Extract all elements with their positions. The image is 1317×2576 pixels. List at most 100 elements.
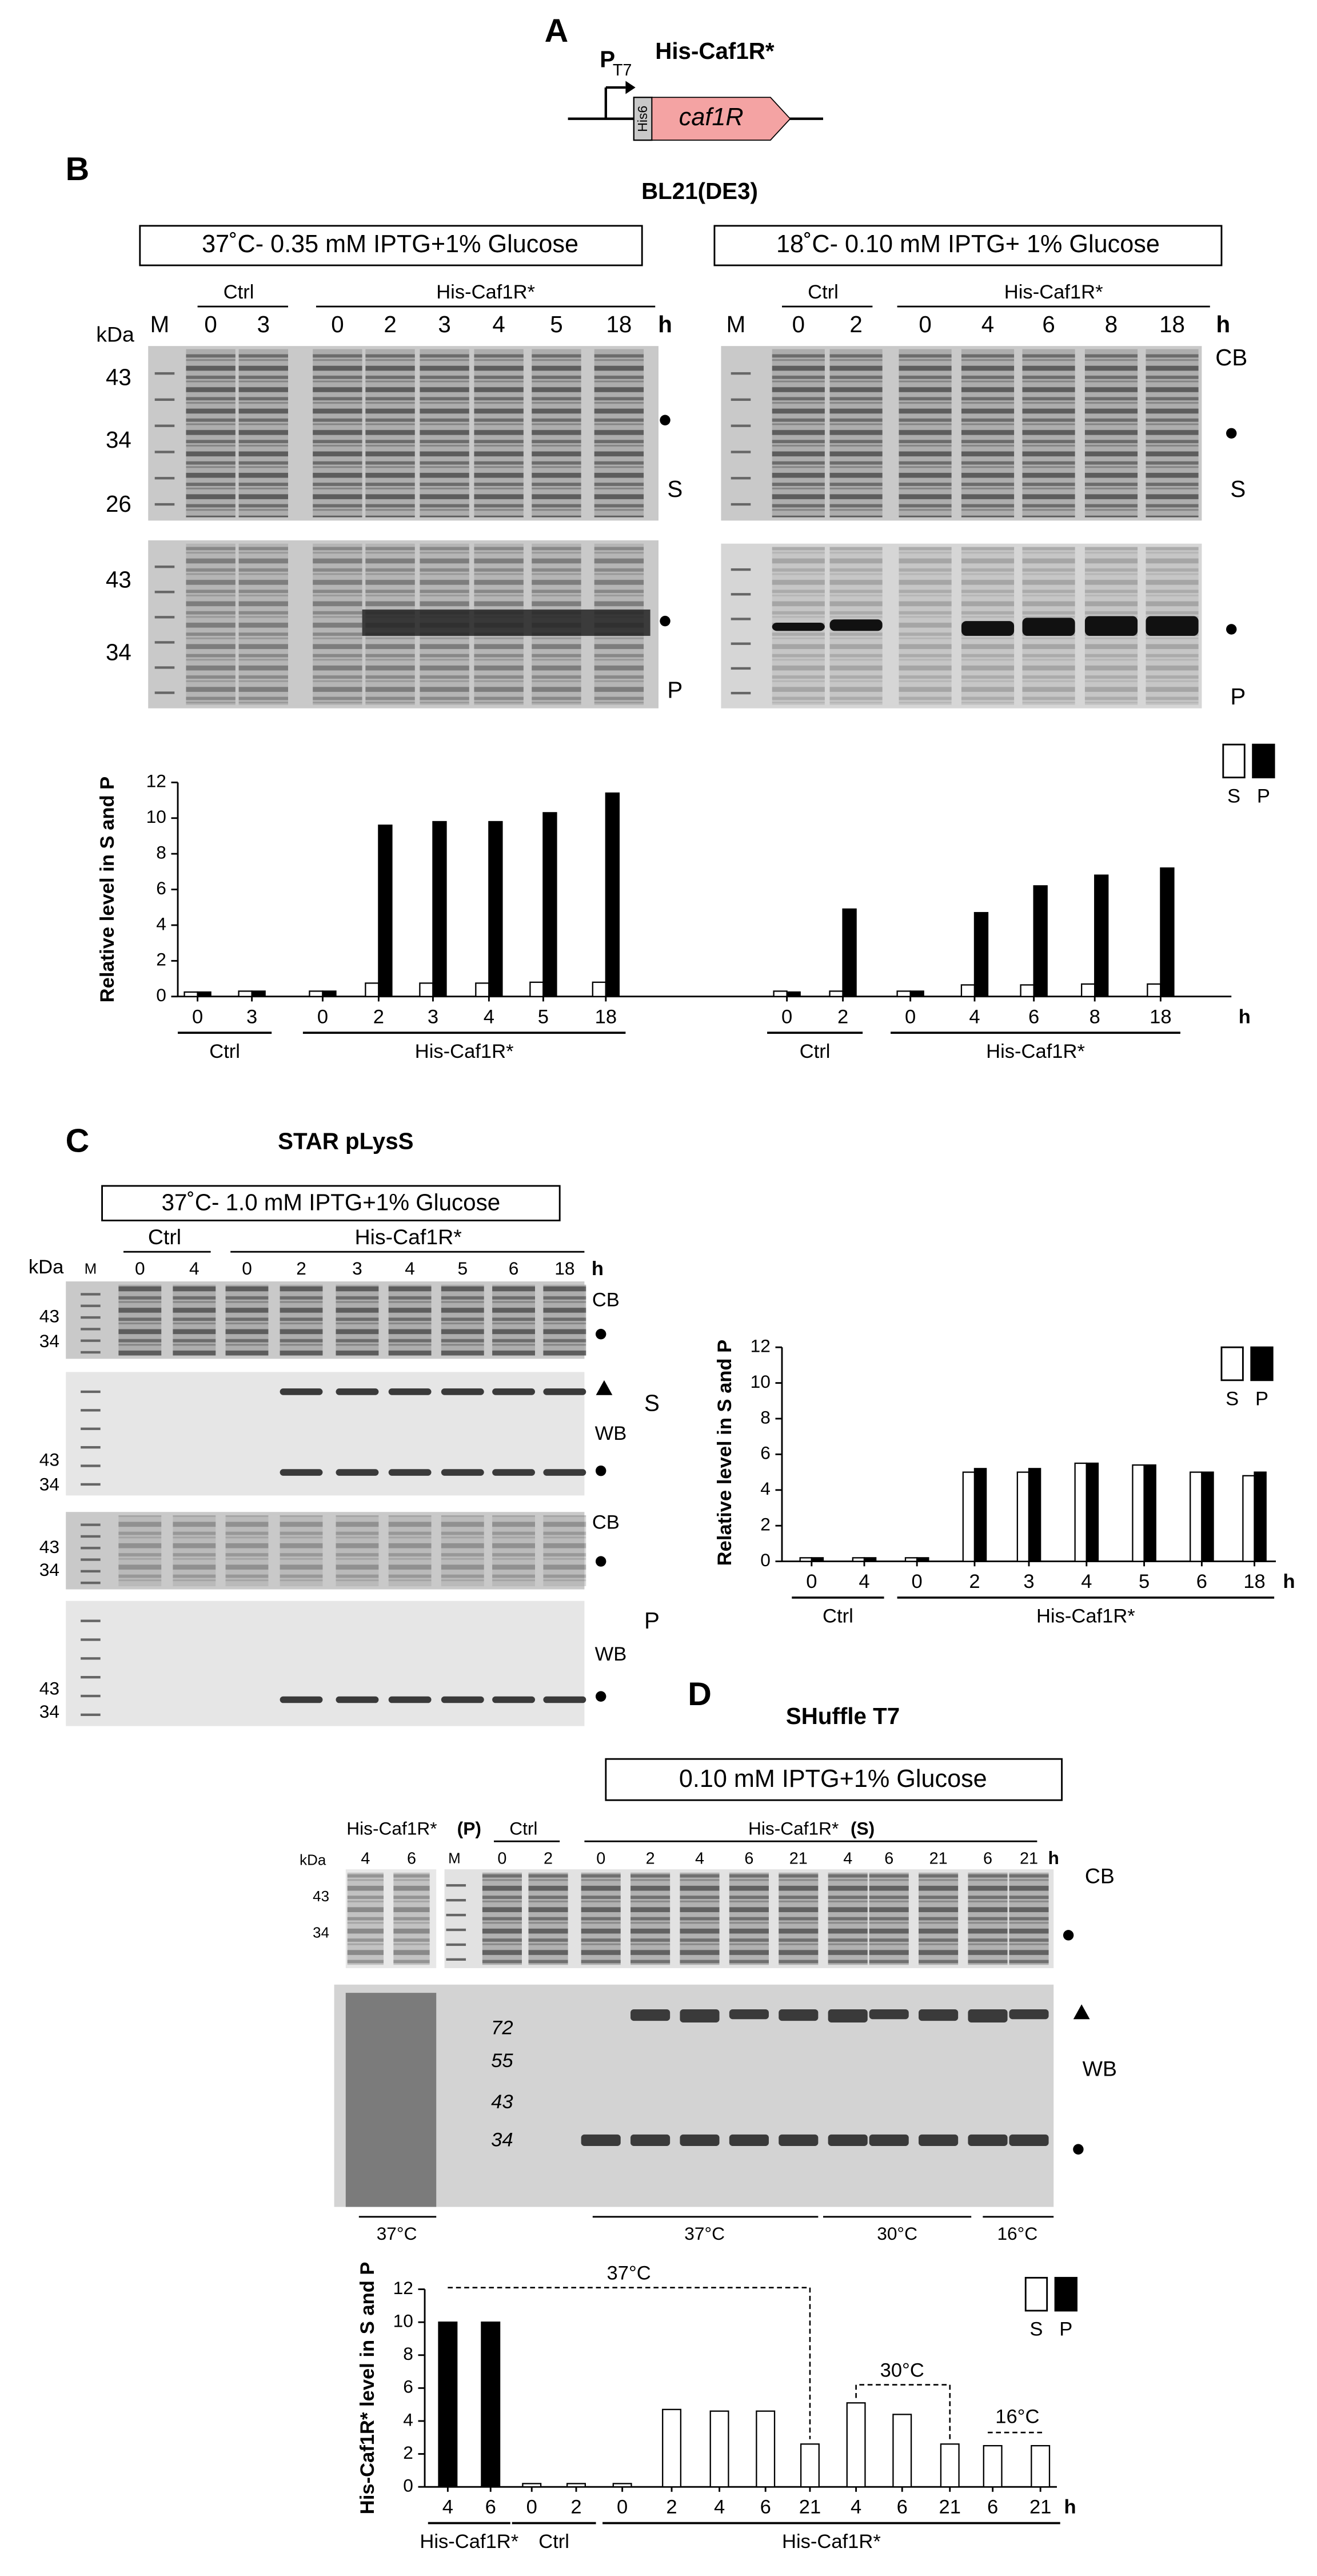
- group-label: His-Caf1R*: [346, 1818, 437, 1838]
- annotation-label: 37°C: [607, 2263, 651, 2284]
- y-tick-label: 2: [156, 949, 166, 970]
- bar: [973, 1468, 987, 1562]
- gel-lane: [474, 349, 524, 517]
- overexpressed-band: [772, 622, 825, 631]
- gene-arrow: [651, 97, 791, 141]
- lane-label: 2: [384, 311, 396, 337]
- ladder-band: [154, 566, 175, 568]
- gel-lane: [779, 1872, 819, 1965]
- blot-band: [680, 2134, 720, 2146]
- marker-label: 43: [39, 1306, 59, 1327]
- band-marker-dot: [595, 1556, 606, 1567]
- blot-band: [1009, 2134, 1049, 2146]
- ladder-band: [154, 503, 175, 506]
- bar: [892, 2414, 912, 2488]
- y-tick-label: 4: [156, 913, 166, 934]
- ladder-band: [81, 1638, 101, 1641]
- ladder-band: [81, 1427, 101, 1430]
- overexpressed-band: [1022, 618, 1075, 636]
- lane-label: 4: [405, 1258, 415, 1279]
- marker-label: 34: [313, 1925, 329, 1941]
- lane-label: M: [150, 311, 170, 337]
- gel-lane: [280, 1284, 323, 1356]
- group-label: Ctrl: [148, 1225, 181, 1249]
- legend-label: S: [1227, 785, 1240, 807]
- bar: [238, 990, 253, 997]
- bar: [1028, 1468, 1041, 1562]
- gel-lane: [492, 1284, 535, 1356]
- gel-lane: [347, 1872, 384, 1965]
- bar: [842, 908, 857, 997]
- lane-label: 2: [646, 1849, 655, 1868]
- strain-label: STAR pLysS: [278, 1128, 413, 1154]
- gel-lane: [1022, 349, 1075, 517]
- y-tick-label: 8: [403, 2343, 413, 2364]
- bar: [488, 821, 503, 997]
- band-marker-dot: [1073, 2144, 1084, 2155]
- bar: [542, 812, 557, 997]
- ladder-band: [81, 1390, 101, 1393]
- blot-band: [388, 1388, 432, 1395]
- bar: [799, 1557, 812, 1562]
- ladder-band: [731, 424, 751, 427]
- pellet-smear: [345, 1993, 437, 2207]
- x-tick-label: 2: [837, 1006, 848, 1028]
- bar: [365, 982, 380, 997]
- lane-label: 21: [929, 1849, 948, 1868]
- blot-band: [729, 2009, 769, 2020]
- x-unit-label: h: [1283, 1571, 1295, 1592]
- y-tick-label: 0: [156, 985, 166, 1005]
- bar: [863, 1557, 877, 1562]
- lane-label: M: [727, 311, 746, 337]
- ladder-band: [81, 1293, 101, 1296]
- bar: [983, 2444, 1003, 2488]
- group-label: His-Caf1R*: [986, 1041, 1085, 1062]
- lane-label: 0: [919, 311, 931, 337]
- bar: [612, 2483, 632, 2488]
- lane-label: 4: [492, 311, 505, 337]
- blot-band: [280, 1696, 323, 1703]
- x-tick-label: 4: [1081, 1571, 1092, 1592]
- gel-lane: [388, 1515, 432, 1586]
- x-tick-label: 3: [428, 1006, 438, 1028]
- overexpressed-band: [1084, 616, 1138, 636]
- gel-lane: [238, 349, 288, 517]
- marker-label: 43: [106, 567, 131, 593]
- blot-band: [968, 2009, 1008, 2022]
- ladder-band: [446, 1958, 466, 1961]
- legend-swatch: [1220, 1346, 1244, 1381]
- blot-band: [492, 1696, 535, 1703]
- lane-label: 21: [789, 1849, 808, 1868]
- gel-lane: [829, 349, 883, 517]
- lane-label: 4: [981, 311, 994, 337]
- gel-lane: [388, 1284, 432, 1356]
- x-tick-label: 0: [526, 2497, 537, 2518]
- bar: [251, 990, 266, 997]
- ladder-handwriting: 43: [491, 2091, 513, 2113]
- gel-lane: [313, 349, 362, 517]
- ladder-band: [731, 642, 751, 645]
- lane-label: 21: [1020, 1849, 1038, 1868]
- group-label: His-Caf1R*: [748, 1818, 839, 1838]
- blot-band: [543, 1696, 586, 1703]
- bar: [800, 2443, 820, 2488]
- condition-box: [139, 225, 643, 266]
- bar: [662, 2408, 682, 2488]
- lane-label: 2: [849, 311, 862, 337]
- legend-swatch: [1024, 2276, 1048, 2312]
- x-tick-label: 4: [851, 2497, 861, 2518]
- y-tick-label: 2: [760, 1514, 771, 1535]
- bar: [973, 911, 989, 997]
- y-tick-label: 6: [760, 1443, 771, 1463]
- gel-lane: [543, 1284, 586, 1356]
- x-tick-label: 0: [781, 1006, 792, 1028]
- gel-lane: [280, 1515, 323, 1586]
- lane-label: 18: [606, 311, 632, 337]
- temperature-label: 37°C: [684, 2223, 725, 2244]
- x-tick-label: 18: [595, 1006, 617, 1028]
- legend-label: P: [1255, 1388, 1268, 1410]
- ladder-handwriting: 72: [491, 2017, 513, 2039]
- gel-lane: [336, 1284, 379, 1356]
- ladder-band: [154, 398, 175, 401]
- x-tick-label: 6: [1028, 1006, 1039, 1028]
